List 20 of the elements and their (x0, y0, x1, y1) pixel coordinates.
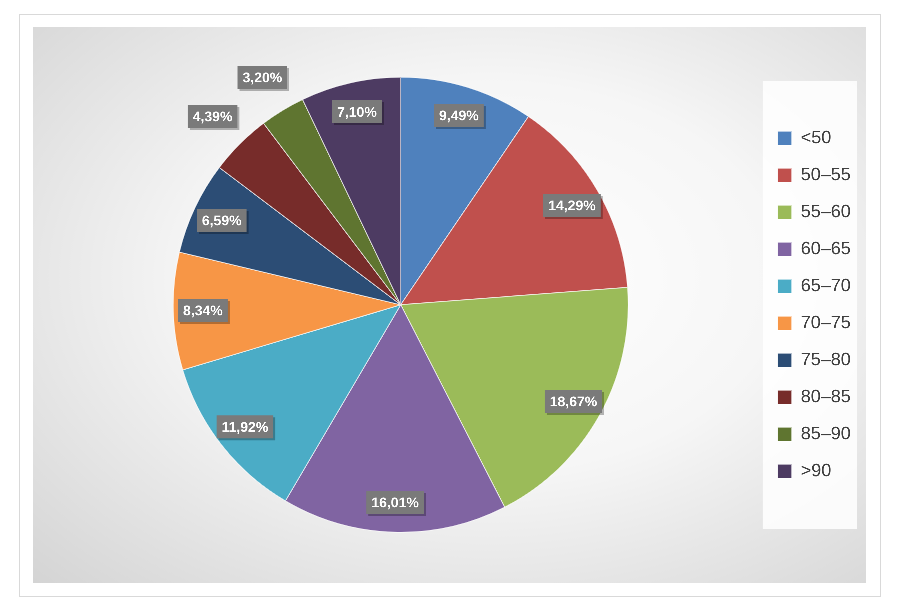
data-label: 7,10% (337, 104, 378, 120)
legend-label: 55–60 (800, 201, 852, 222)
legend-label: 60–65 (800, 238, 852, 258)
legend-label: 75–80 (800, 349, 852, 370)
legend-label: >90 (800, 460, 832, 480)
data-label: 4,39% (192, 108, 234, 125)
data-label: 18,67% (550, 393, 598, 410)
data-label: 3,20% (242, 69, 284, 86)
data-label: 16,01% (372, 494, 420, 511)
data-label: 14,29% (548, 198, 596, 214)
legend-label: 50–55 (800, 164, 852, 184)
legend-label: 65–70 (800, 275, 852, 296)
data-label: 9,49% (439, 108, 480, 124)
legend-label: 70–75 (800, 312, 852, 332)
data-label: 6,59% (202, 212, 242, 228)
data-label: 11,92% (222, 418, 270, 435)
legend-label: 85–90 (800, 423, 852, 444)
legend-label: <50 (800, 127, 832, 148)
data-label: 8,34% (183, 302, 224, 318)
legend-label: 80–85 (800, 386, 852, 406)
